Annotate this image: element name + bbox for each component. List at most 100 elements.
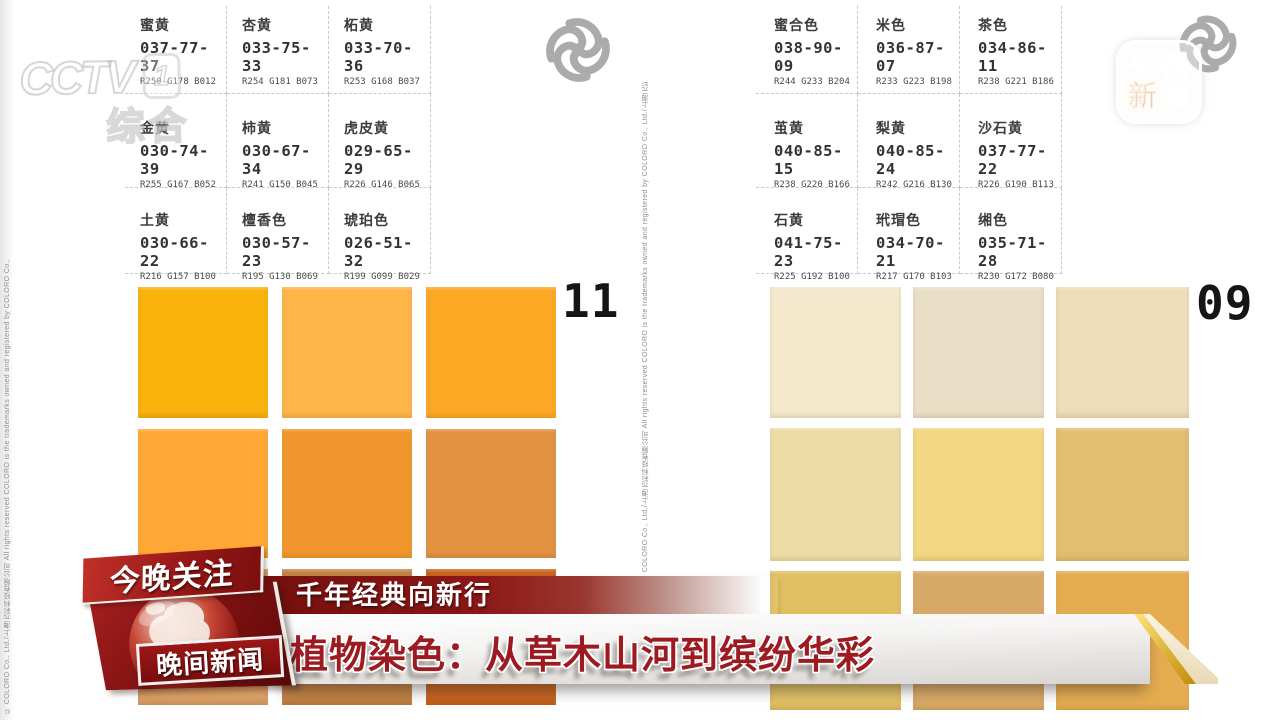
color-code: 037-77-22	[978, 142, 1047, 178]
color-code: 033-70-36	[344, 39, 413, 75]
series-title-bar: 千年经典向新行	[262, 576, 778, 616]
color-rgb: R195 G130 B069	[242, 272, 318, 282]
color-code: 026-51-32	[344, 234, 413, 270]
left-page-label-grid: 蜜黄 037-77-37 R250 G178 B012 杏黄 033-75-33 R25…	[125, 6, 431, 282]
color-rgb: R254 G181 B073	[242, 77, 318, 87]
color-swatch	[138, 429, 268, 558]
headline-text: 植物染色：从草木山河到缤纷华彩	[290, 635, 876, 677]
color-entry: 金黄 030-74-39 R255 G167 B052	[125, 94, 227, 190]
color-entry: 茧黄 040-85-15 R238 G220 B166	[756, 94, 858, 190]
page-number-right: 09	[1196, 276, 1254, 330]
program-badge-bottom: 晚间新闻	[135, 635, 285, 686]
program-badge-bottom-text: 晚间新闻	[155, 643, 265, 681]
color-code: 037-77-37	[140, 39, 209, 75]
color-entry: 杏黄 033-75-33 R254 G181 B073	[227, 6, 329, 94]
color-rgb: R226 G146 B065	[344, 180, 420, 190]
color-name: 沙石黄	[978, 120, 1023, 136]
color-name: 茧黄	[774, 120, 804, 136]
color-name: 柿黄	[242, 120, 272, 136]
color-swatch	[770, 428, 901, 561]
color-code: 040-85-15	[774, 142, 843, 178]
color-name: 缃色	[978, 212, 1008, 228]
right-page-swatch-grid	[770, 287, 1189, 710]
color-code: 030-66-22	[140, 234, 209, 270]
color-rgb: R199 G099 B029	[344, 272, 420, 282]
color-code: 034-86-11	[978, 39, 1047, 75]
color-entry: 石黄 041-75-23 R225 G192 B100	[756, 188, 858, 282]
color-entry: 梨黄 040-85-24 R242 G216 B130	[858, 94, 960, 190]
color-name: 琥珀色	[344, 212, 389, 228]
color-swatch	[282, 429, 412, 558]
color-rgb: R238 G221 B186	[978, 77, 1054, 87]
color-name: 石黄	[774, 212, 804, 228]
badge-line-1: 央视	[1127, 50, 1190, 83]
color-rgb: R216 G157 B100	[140, 272, 216, 282]
channel-subtitle: 综合	[105, 105, 192, 150]
color-code: 035-71-28	[978, 234, 1047, 270]
color-rgb: R253 G168 B037	[344, 77, 420, 87]
color-swatch	[913, 287, 1044, 418]
color-entry: 茶色 034-86-11 R238 G221 B186	[960, 6, 1062, 94]
color-name: 柘黄	[344, 17, 374, 33]
color-name: 金黄	[140, 120, 170, 136]
color-rgb: R255 G167 B052	[140, 180, 216, 190]
color-rgb: R230 G172 B080	[978, 272, 1054, 282]
color-name: 蜜合色	[774, 17, 819, 33]
color-rgb: R217 G170 B103	[876, 272, 952, 282]
color-rgb: R250 G178 B012	[140, 77, 216, 87]
color-entry: 玳瑁色 034-70-21 R217 G170 B103	[858, 188, 960, 282]
color-code: 030-67-34	[242, 142, 311, 178]
color-name: 土黄	[140, 212, 170, 228]
color-entry: 缃色 035-71-28 R230 G172 B080	[960, 188, 1062, 282]
channel-number-box: 1	[142, 52, 182, 100]
color-swatch	[282, 287, 412, 418]
color-rgb: R226 G190 B113	[978, 180, 1054, 190]
color-code: 040-85-24	[876, 142, 945, 178]
copyright-vertical-left: © COLORO Co., Ltd./上海元彩科技有限公司 All rights…	[4, 258, 11, 714]
color-name: 茶色	[978, 17, 1008, 33]
color-entry: 蜜黄 037-77-37 R250 G178 B012	[125, 6, 227, 94]
badge-line-2: 新闻	[1127, 81, 1190, 113]
color-rgb: R241 G150 B045	[242, 180, 318, 190]
color-entry: 柿黄 030-67-34 R241 G150 B045	[227, 94, 329, 190]
cctv-news-app-badge: 央视 新闻	[1116, 40, 1202, 124]
color-code: 038-90-09	[774, 39, 843, 75]
color-name: 玳瑁色	[876, 212, 921, 228]
color-rgb: R238 G220 B166	[774, 180, 850, 190]
color-entry: 蜜合色 038-90-09 R244 G233 B204	[756, 6, 858, 94]
color-entry: 檀香色 030-57-23 R195 G130 B069	[227, 188, 329, 282]
channel-number: 1	[153, 59, 171, 92]
color-code: 029-65-29	[344, 142, 413, 178]
color-entry: 土黄 030-66-22 R216 G157 B100	[125, 188, 227, 282]
color-name: 米色	[876, 17, 906, 33]
color-swatch	[426, 429, 556, 558]
color-swatch	[770, 287, 901, 418]
right-page-label-grid: 蜜合色 038-90-09 R244 G233 B204 米色 036-87-07 R2…	[756, 6, 1062, 282]
color-rgb: R233 G223 B198	[876, 77, 952, 87]
page-number-left: 11	[562, 274, 620, 328]
color-name: 蜜黄	[140, 17, 170, 33]
color-code: 033-75-33	[242, 39, 311, 75]
color-entry: 米色 036-87-07 R233 G223 B198	[858, 6, 960, 94]
cctv1-channel-watermark: CCTV 1 综合	[18, 49, 192, 153]
color-name: 杏黄	[242, 17, 272, 33]
series-title: 千年经典向新行	[296, 580, 493, 610]
color-name: 虎皮黄	[344, 120, 389, 136]
banner-fold-decoration	[1134, 614, 1218, 684]
program-badge-top-text: 今晚关注	[109, 557, 234, 599]
copyright-vertical-middle: © COLORO Co., Ltd./上海元彩科技有限公司 All rights…	[642, 82, 649, 582]
color-rgb: R244 G233 B204	[774, 77, 850, 87]
page-edge-shadow	[0, 0, 14, 720]
color-code: 041-75-23	[774, 234, 843, 270]
color-rgb: R242 G216 B130	[876, 180, 952, 190]
color-entry: 虎皮黄 029-65-29 R226 G146 B065	[329, 94, 431, 190]
color-code: 036-87-07	[876, 39, 945, 75]
badge-char-xin: 新	[1127, 81, 1159, 113]
coloro-logo-icon	[546, 18, 610, 82]
color-name: 檀香色	[242, 212, 287, 228]
color-name: 梨黄	[876, 120, 906, 136]
color-swatch	[913, 428, 1044, 561]
color-swatch	[426, 287, 556, 418]
color-swatch	[1056, 287, 1189, 418]
